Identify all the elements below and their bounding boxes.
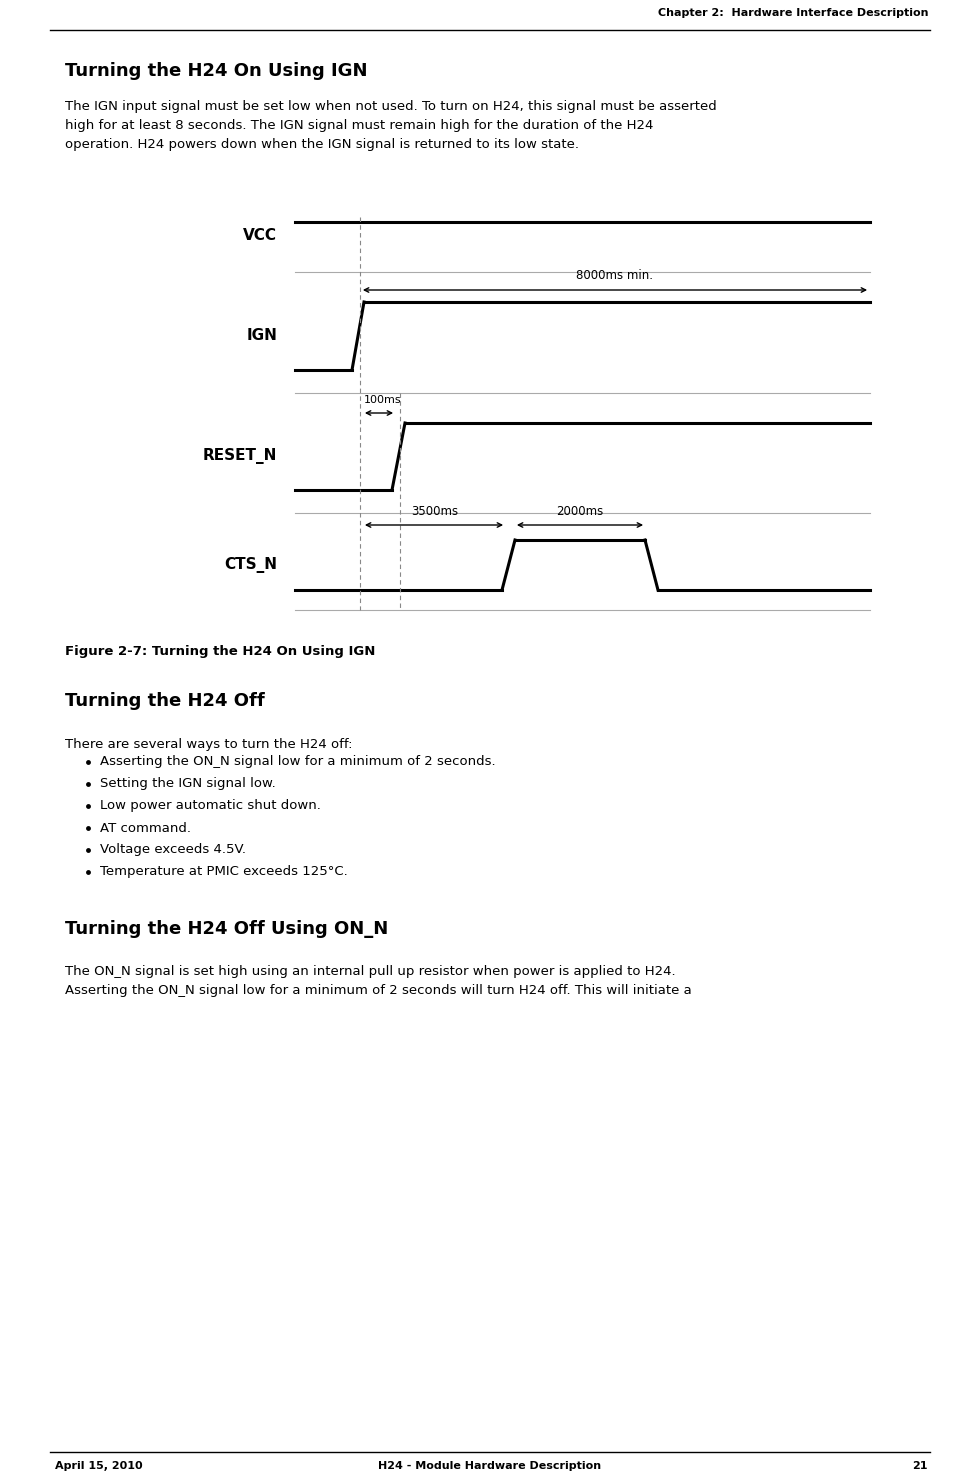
Text: Figure 2-7: Turning the H24 On Using IGN: Figure 2-7: Turning the H24 On Using IGN [65, 644, 375, 658]
Text: AT command.: AT command. [100, 822, 191, 835]
Text: Turning the H24 On Using IGN: Turning the H24 On Using IGN [65, 62, 367, 80]
Text: 21: 21 [913, 1460, 928, 1471]
Text: There are several ways to turn the H24 off:: There are several ways to turn the H24 o… [65, 738, 353, 751]
Text: 3500ms: 3500ms [411, 505, 458, 517]
Text: The ON_N signal is set high using an internal pull up resistor when power is app: The ON_N signal is set high using an int… [65, 965, 692, 998]
Text: 8000ms min.: 8000ms min. [576, 269, 654, 282]
Text: Voltage exceeds 4.5V.: Voltage exceeds 4.5V. [100, 844, 246, 856]
Text: Turning the H24 Off Using ON_N: Turning the H24 Off Using ON_N [65, 919, 388, 939]
Text: IGN: IGN [246, 328, 277, 343]
Text: Temperature at PMIC exceeds 125°C.: Temperature at PMIC exceeds 125°C. [100, 866, 348, 878]
Text: Turning the H24 Off: Turning the H24 Off [65, 692, 265, 709]
Text: The IGN input signal must be set low when not used. To turn on H24, this signal : The IGN input signal must be set low whe… [65, 101, 717, 151]
Text: Asserting the ON_N signal low for a minimum of 2 seconds.: Asserting the ON_N signal low for a mini… [100, 755, 495, 769]
Text: RESET_N: RESET_N [202, 448, 277, 464]
Text: Setting the IGN signal low.: Setting the IGN signal low. [100, 777, 276, 791]
Text: 2000ms: 2000ms [556, 505, 604, 517]
Text: H24 - Module Hardware Description: H24 - Module Hardware Description [378, 1460, 602, 1471]
Text: April 15, 2010: April 15, 2010 [55, 1460, 143, 1471]
Text: Chapter 2:  Hardware Interface Description: Chapter 2: Hardware Interface Descriptio… [658, 7, 928, 18]
Text: VCC: VCC [243, 228, 277, 242]
Text: 100ms: 100ms [364, 395, 402, 405]
Text: Low power automatic shut down.: Low power automatic shut down. [100, 800, 320, 813]
Text: CTS_N: CTS_N [224, 557, 277, 573]
